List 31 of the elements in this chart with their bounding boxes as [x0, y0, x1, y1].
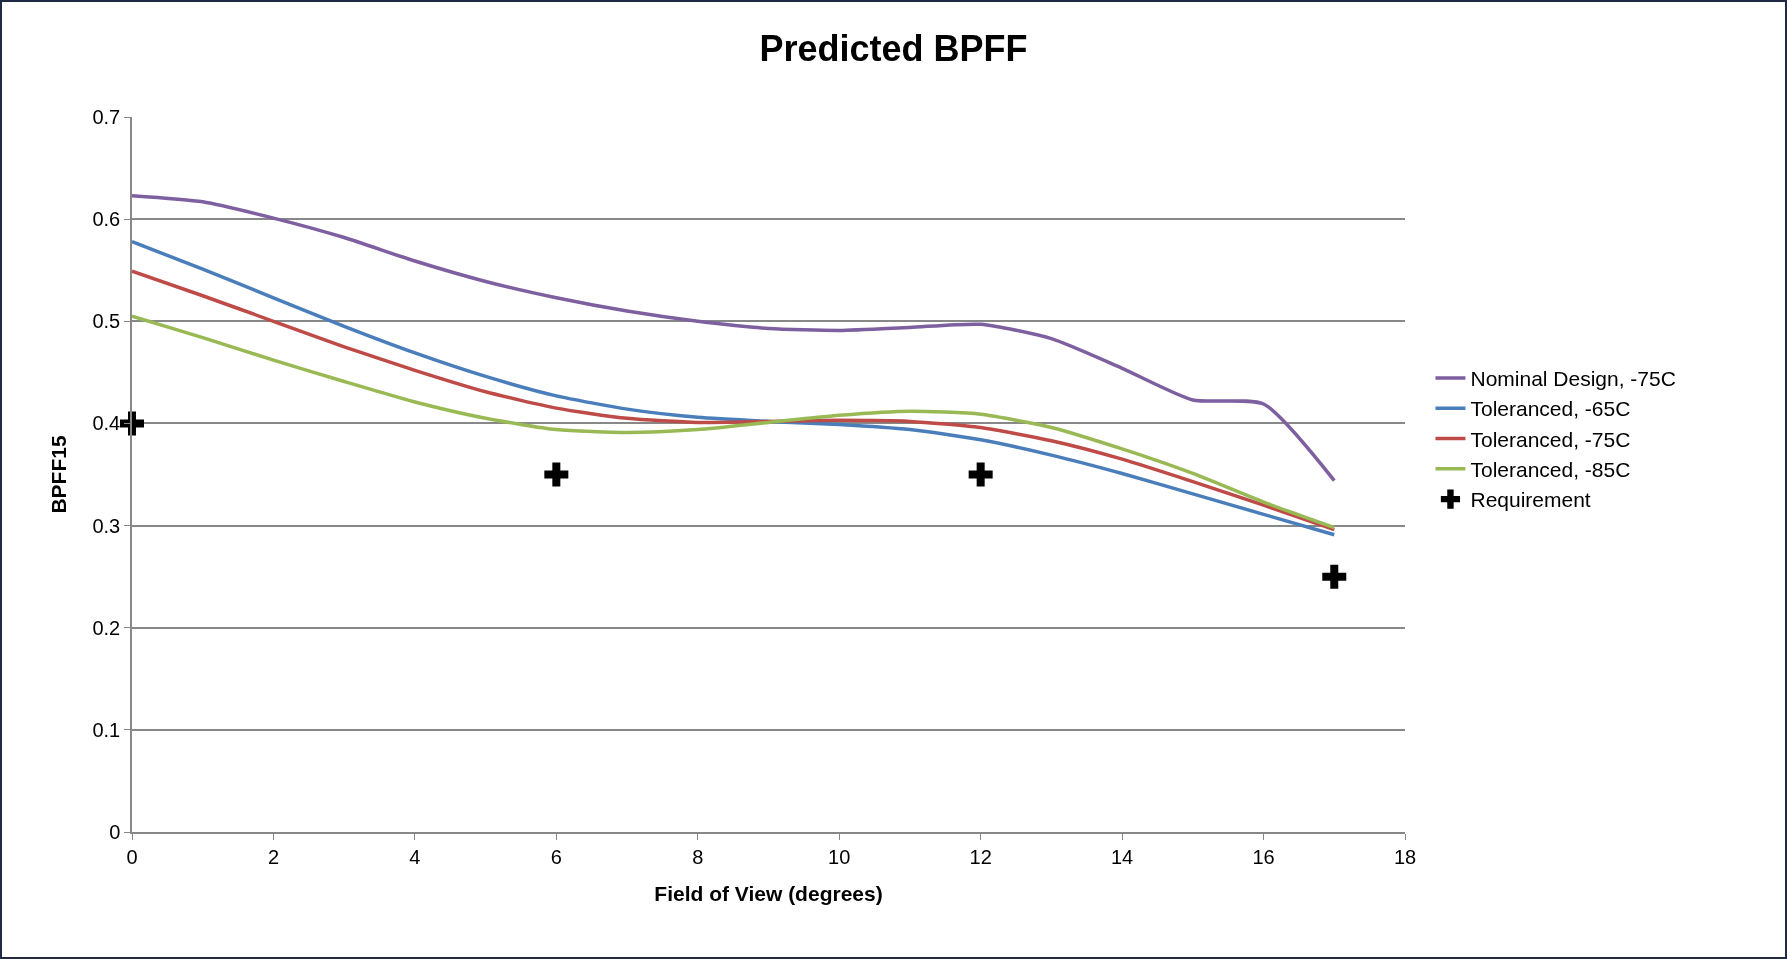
point: [1322, 564, 1347, 589]
point: [544, 462, 569, 487]
x-tick-label: 14: [1110, 845, 1134, 868]
x-tick-label: 12: [969, 845, 992, 868]
y-tick-label: 0.3: [92, 514, 121, 537]
x-tick-label: 18: [1393, 845, 1417, 868]
y-tick-label: 0.2: [92, 616, 121, 639]
chart-title: Predicted BPFF: [759, 27, 1028, 69]
y-tick-label: 0.4: [92, 412, 121, 435]
legend-label: Nominal Design, -75C: [1470, 367, 1676, 391]
legend-label: Requirement: [1470, 488, 1591, 512]
x-axis-title: Field of View (degrees): [654, 882, 883, 906]
y-axis-title: BPFF15: [47, 435, 71, 514]
x-tick-label: 16: [1252, 845, 1275, 868]
legend-label: Toleranced, -65C: [1470, 397, 1631, 421]
legend-label: Toleranced, -75C: [1470, 427, 1631, 451]
y-tick-label: 0: [109, 821, 121, 843]
y-tick-label: 0.5: [92, 310, 121, 333]
y-tick-label: 0.6: [92, 208, 121, 231]
x-tick-label: 0: [126, 845, 138, 868]
point: [968, 462, 993, 487]
x-tick-label: 8: [692, 845, 704, 868]
y-tick-label: 0.1: [92, 718, 121, 741]
line-series: [132, 314, 1337, 530]
x-tick-label: 4: [409, 845, 421, 868]
x-tick-label: 6: [550, 845, 562, 868]
y-tick-label: 0.7: [92, 106, 121, 128]
x-tick-label: 2: [267, 845, 279, 868]
line-series: [132, 193, 1337, 483]
legend-label: Toleranced, -85C: [1470, 457, 1631, 481]
x-tick-label: 10: [828, 845, 851, 868]
